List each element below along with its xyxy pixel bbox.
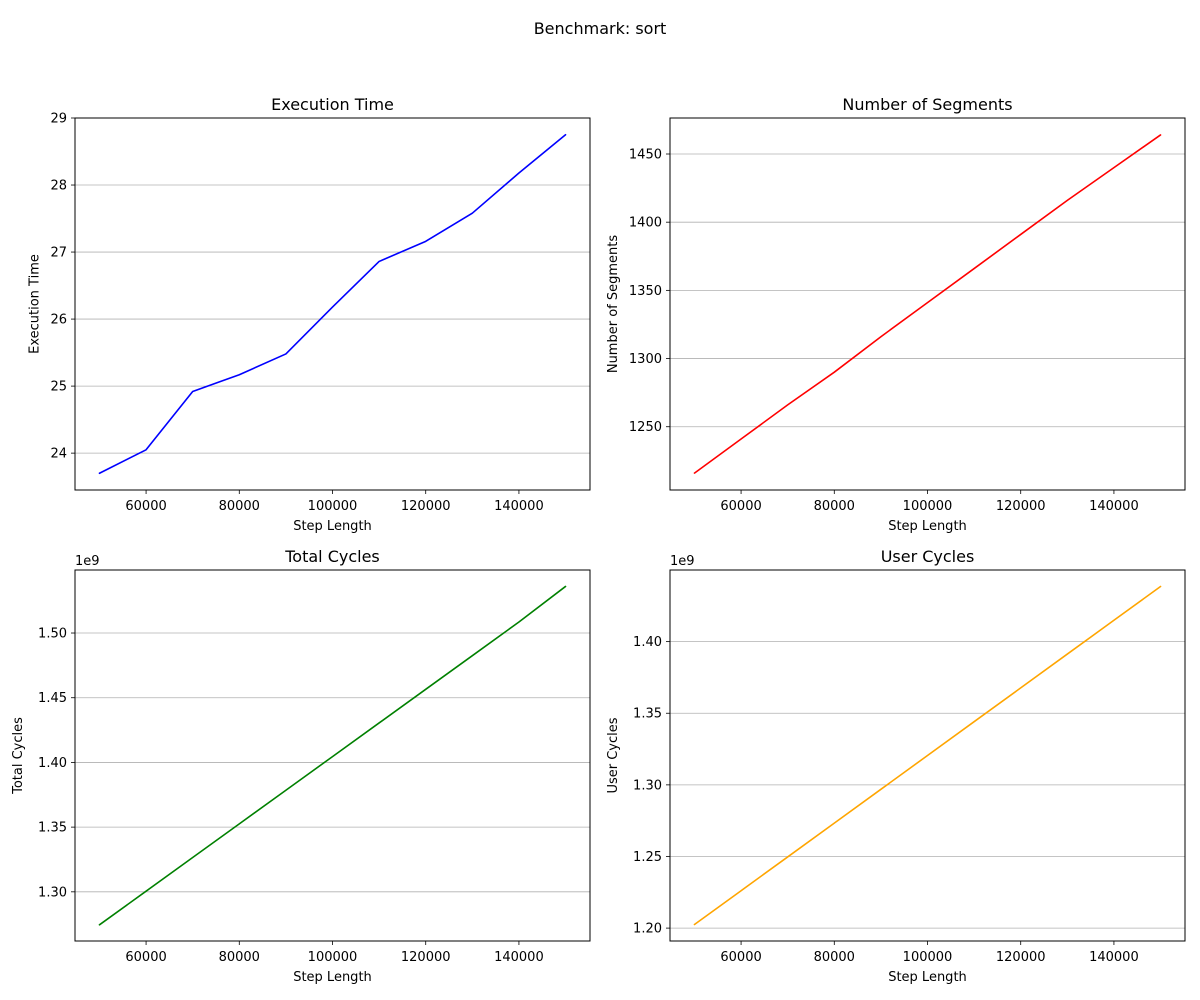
total-cycles-xtick-label-1: 80000 [219, 950, 260, 965]
subplot-grid: 60000 80000 100000 120000 140000 24 25 26 27 28 29… [11, 95, 1186, 985]
total-cycles-xtick-label-3: 120000 [401, 950, 451, 965]
number-of-segments-ytick-label-1: 1300 [629, 352, 662, 367]
panel-total-cycles: 60000 80000 100000 120000 140000 1.30 1.35 1.40… [11, 547, 591, 985]
number-of-segments-ytick-label-0: 1250 [629, 420, 662, 435]
figure-title: Benchmark: sort [534, 19, 667, 38]
panel-number-of-segments: 60000 80000 100000 120000 140000 1250 1300 1350… [606, 95, 1186, 534]
number-of-segments-ytick-label-4: 1450 [629, 148, 662, 163]
execution-time-xtick-label-3: 120000 [401, 499, 451, 514]
number-of-segments-xtick-label-4: 140000 [1089, 499, 1139, 514]
total-cycles-series-line-0 [98, 585, 567, 926]
user-cycles-ytick-label-0: 1.20 [633, 922, 662, 937]
number-of-segments-yaxis-label: Number of Segments [606, 235, 621, 374]
number-of-segments-series-line-0 [693, 134, 1162, 474]
user-cycles-ytick-label-4: 1.40 [633, 635, 662, 650]
execution-time-series-line-0 [98, 133, 567, 475]
execution-time-ytick-label-5: 29 [50, 112, 67, 127]
execution-time-xtick-label-2: 100000 [308, 499, 358, 514]
user-cycles-ytick-label-3: 1.35 [633, 707, 662, 722]
user-cycles-xtick-label-2: 100000 [903, 950, 953, 965]
total-cycles-xtick-label-4: 140000 [494, 950, 544, 965]
user-cycles-ytick-label-1: 1.25 [633, 850, 662, 865]
total-cycles-yaxis-label: Total Cycles [11, 717, 26, 795]
user-cycles-xaxis-label: Step Length [888, 970, 967, 985]
total-cycles-offset-label: 1e9 [75, 554, 100, 569]
total-cycles-ytick-label-2: 1.40 [38, 756, 67, 771]
execution-time-ytick-label-0: 24 [50, 447, 67, 462]
user-cycles-ytick-label-2: 1.30 [633, 778, 662, 793]
execution-time-xtick-label-4: 140000 [494, 499, 544, 514]
number-of-segments-xtick-label-3: 120000 [996, 499, 1046, 514]
user-cycles-xtick-label-3: 120000 [996, 950, 1046, 965]
total-cycles-xtick-label-2: 100000 [308, 950, 358, 965]
panel-user-cycles: 60000 80000 100000 120000 140000 1.20 1.25 1.30… [606, 547, 1186, 985]
panel-execution-time: 60000 80000 100000 120000 140000 24 25 26 27 28 29… [27, 95, 591, 534]
execution-time-xaxis-label: Step Length [293, 519, 372, 534]
number-of-segments-ytick-label-2: 1350 [629, 284, 662, 299]
execution-time-xtick-label-1: 80000 [219, 499, 260, 514]
user-cycles-xtick-label-4: 140000 [1089, 950, 1139, 965]
user-cycles-offset-label: 1e9 [670, 554, 695, 569]
total-cycles-ytick-label-0: 1.30 [38, 885, 67, 900]
execution-time-yaxis-label: Execution Time [27, 254, 42, 354]
execution-time-ytick-label-3: 27 [50, 246, 67, 261]
execution-time-xtick-label-0: 60000 [125, 499, 166, 514]
execution-time-ytick-label-4: 28 [50, 179, 67, 194]
user-cycles-title: User Cycles [881, 547, 975, 566]
user-cycles-xtick-label-0: 60000 [720, 950, 761, 965]
number-of-segments-title: Number of Segments [842, 95, 1012, 114]
number-of-segments-xaxis-label: Step Length [888, 519, 967, 534]
total-cycles-ytick-label-3: 1.45 [38, 691, 67, 706]
total-cycles-title: Total Cycles [284, 547, 380, 566]
total-cycles-ytick-label-1: 1.35 [38, 821, 67, 836]
number-of-segments-xtick-label-1: 80000 [814, 499, 855, 514]
total-cycles-xaxis-label: Step Length [293, 970, 372, 985]
user-cycles-series-line-0 [693, 585, 1162, 926]
user-cycles-yaxis-label: User Cycles [606, 717, 621, 793]
execution-time-title: Execution Time [271, 95, 394, 114]
user-cycles-xtick-label-1: 80000 [814, 950, 855, 965]
total-cycles-ytick-label-4: 1.50 [38, 627, 67, 642]
number-of-segments-ytick-label-3: 1400 [629, 216, 662, 231]
number-of-segments-xtick-label-0: 60000 [720, 499, 761, 514]
execution-time-ytick-label-1: 25 [50, 380, 67, 395]
total-cycles-xtick-label-0: 60000 [125, 950, 166, 965]
execution-time-ytick-label-2: 26 [50, 313, 67, 328]
number-of-segments-xtick-label-2: 100000 [903, 499, 953, 514]
